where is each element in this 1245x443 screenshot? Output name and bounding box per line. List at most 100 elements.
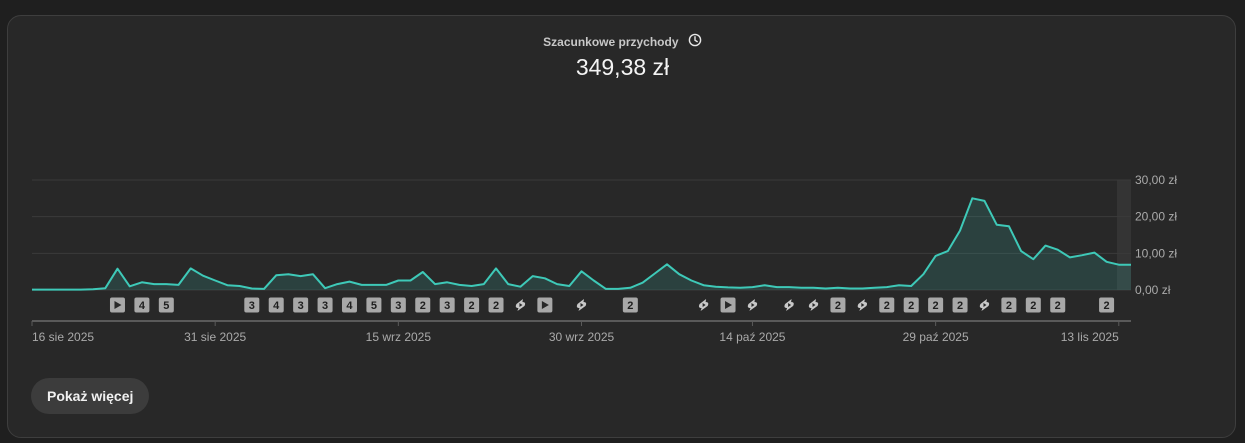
- marker-box: [464, 297, 480, 313]
- y-tick-label: 20,00 zł: [1135, 210, 1177, 224]
- shorts-play-glyph: [702, 303, 706, 307]
- video-marker-count[interactable]: 2: [488, 297, 504, 313]
- video-marker-count[interactable]: 2: [952, 297, 968, 313]
- marker-count-label: 3: [249, 300, 255, 312]
- video-marker-count[interactable]: 5: [366, 297, 382, 313]
- metric-label: Szacunkowe przychody: [543, 35, 679, 49]
- video-marker-count[interactable]: 2: [879, 297, 895, 313]
- video-marker-shorts[interactable]: [784, 299, 794, 311]
- marker-count-label: 4: [346, 300, 353, 312]
- video-marker-count[interactable]: 3: [317, 297, 333, 313]
- video-marker-shorts[interactable]: [515, 299, 526, 311]
- video-marker-count[interactable]: 3: [293, 297, 309, 313]
- marker-count-label: 3: [322, 300, 328, 312]
- marker-box: [317, 297, 333, 313]
- marker-box: [1099, 297, 1115, 313]
- video-marker-count[interactable]: 2: [1025, 297, 1041, 313]
- clock-icon[interactable]: [688, 33, 702, 50]
- marker-count-label: 2: [1104, 300, 1110, 312]
- marker-box: [158, 297, 174, 313]
- video-marker-count[interactable]: 5: [158, 297, 174, 313]
- video-marker-shorts[interactable]: [808, 299, 819, 311]
- video-marker-count[interactable]: 4: [134, 297, 150, 313]
- marker-count-label: 2: [469, 300, 475, 312]
- x-tick-label: 29 paź 2025: [903, 330, 969, 344]
- marker-count-label: 3: [444, 300, 450, 312]
- marker-box: [341, 297, 357, 313]
- marker-box: [1001, 297, 1017, 313]
- marker-count-label: 2: [1055, 300, 1061, 312]
- marker-box: [1025, 297, 1041, 313]
- marker-count-label: 2: [627, 300, 633, 312]
- video-marker-count[interactable]: 2: [464, 297, 480, 313]
- video-marker-count[interactable]: 4: [341, 297, 357, 313]
- marker-box: [830, 297, 846, 313]
- marker-box: [439, 297, 455, 313]
- video-marker-shorts[interactable]: [576, 299, 587, 311]
- video-marker-shorts[interactable]: [979, 299, 990, 311]
- video-marker-shorts[interactable]: [857, 299, 868, 311]
- x-tick-label: 15 wrz 2025: [366, 330, 432, 344]
- marker-count-label: 3: [298, 300, 304, 312]
- play-icon: [114, 301, 122, 309]
- marker-box: [952, 297, 968, 313]
- marker-count-label: 2: [957, 300, 963, 312]
- video-marker-count[interactable]: 2: [1050, 297, 1066, 313]
- marker-box: [879, 297, 895, 313]
- marker-count-label: 5: [163, 300, 169, 312]
- marker-box: [488, 297, 504, 313]
- y-axis-ticks: 30,00 zł 20,00 zł 10,00 zł 0,00 zł: [1135, 173, 1177, 297]
- x-tick-label: 13 lis 2025: [1061, 330, 1119, 344]
- video-marker-count[interactable]: 2: [1099, 297, 1115, 313]
- marker-count-label: 4: [273, 300, 280, 312]
- marker-count-label: 4: [139, 300, 146, 312]
- marker-box: [415, 297, 431, 313]
- video-marker-count[interactable]: 2: [903, 297, 919, 313]
- video-marker-play[interactable]: [109, 297, 125, 313]
- play-icon: [725, 301, 733, 309]
- marker-box: [268, 297, 284, 313]
- revenue-chart[interactable]: 30,00 zł 20,00 zł 10,00 zł 0,00 zł 4 5 3 4 3 3 4 5…: [8, 16, 1237, 366]
- video-marker-count[interactable]: 3: [439, 297, 455, 313]
- video-marker-count[interactable]: 3: [390, 297, 406, 313]
- marker-box: [622, 297, 638, 313]
- shorts-play-glyph: [751, 303, 755, 307]
- marker-count-label: 2: [420, 300, 426, 312]
- marker-box: [1050, 297, 1066, 313]
- video-marker-shorts[interactable]: [698, 299, 709, 311]
- x-tick-label: 30 wrz 2025: [549, 330, 615, 344]
- video-marker-count[interactable]: 2: [928, 297, 944, 313]
- video-marker-count[interactable]: 2: [1001, 297, 1017, 313]
- play-icon: [541, 301, 549, 309]
- chart-gridlines: [32, 179, 1131, 291]
- show-more-button[interactable]: Pokaż więcej: [31, 378, 150, 414]
- metric-value: 349,38 zł: [575, 54, 670, 80]
- marker-box: [390, 297, 406, 313]
- revenue-card: Szacunkowe przychody 349,38 zł 3 0,00 zł 2…: [7, 15, 1236, 438]
- marker-box: [903, 297, 919, 313]
- y-tick-label: 10,00 zł: [1135, 246, 1177, 260]
- video-marker-count[interactable]: 2: [415, 297, 431, 313]
- shorts-play-glyph: [861, 303, 865, 307]
- video-marker-count[interactable]: 4: [268, 297, 284, 313]
- y-tick-label: 0,00 zł: [1135, 283, 1171, 297]
- highlight-column: [1117, 180, 1131, 290]
- marker-box: [134, 297, 150, 313]
- series-line[interactable]: [32, 197, 1131, 291]
- marker-box: [928, 297, 944, 313]
- video-marker-count[interactable]: 3: [244, 297, 260, 313]
- video-marker-count[interactable]: 2: [622, 297, 638, 313]
- shorts-play-glyph: [788, 303, 792, 307]
- shorts-play-glyph: [580, 303, 584, 307]
- marker-box: [366, 297, 382, 313]
- video-marker-shorts[interactable]: [747, 299, 758, 311]
- metric-header: Szacunkowe przychody: [8, 33, 1237, 50]
- x-tick-label: 16 sie 2025: [32, 330, 94, 344]
- x-axis: 16 sie 2025 31 sie 2025 15 wrz 2025 30 wrz …: [31, 320, 1131, 344]
- marker-count-label: 2: [933, 300, 939, 312]
- marker-box: [293, 297, 309, 313]
- video-marker-count[interactable]: 2: [830, 297, 846, 313]
- video-marker-play[interactable]: [537, 297, 553, 313]
- video-marker-play[interactable]: [720, 297, 736, 313]
- marker-count-label: 2: [493, 300, 499, 312]
